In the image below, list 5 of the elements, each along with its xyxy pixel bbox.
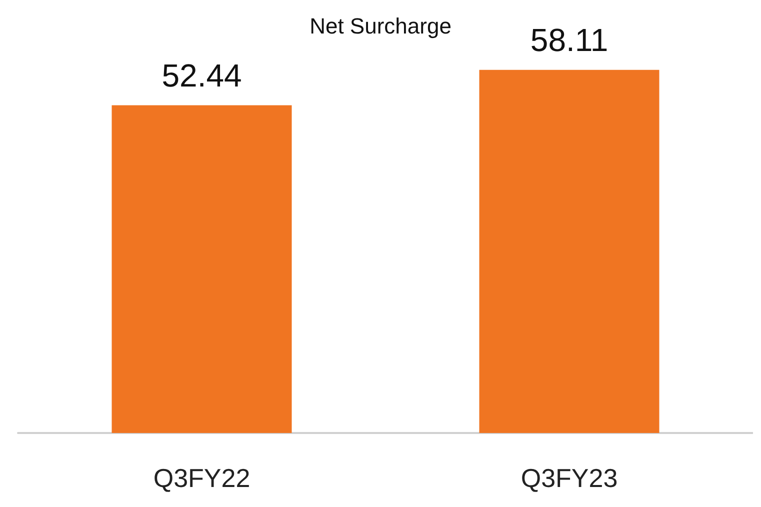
data-label: 58.11 <box>530 22 608 58</box>
data-label: 52.44 <box>162 57 242 94</box>
x-tick-label: Q3FY23 <box>520 463 618 493</box>
x-tick-label: Q3FY22 <box>153 463 250 493</box>
chart-title: Net Surcharge <box>310 14 452 38</box>
